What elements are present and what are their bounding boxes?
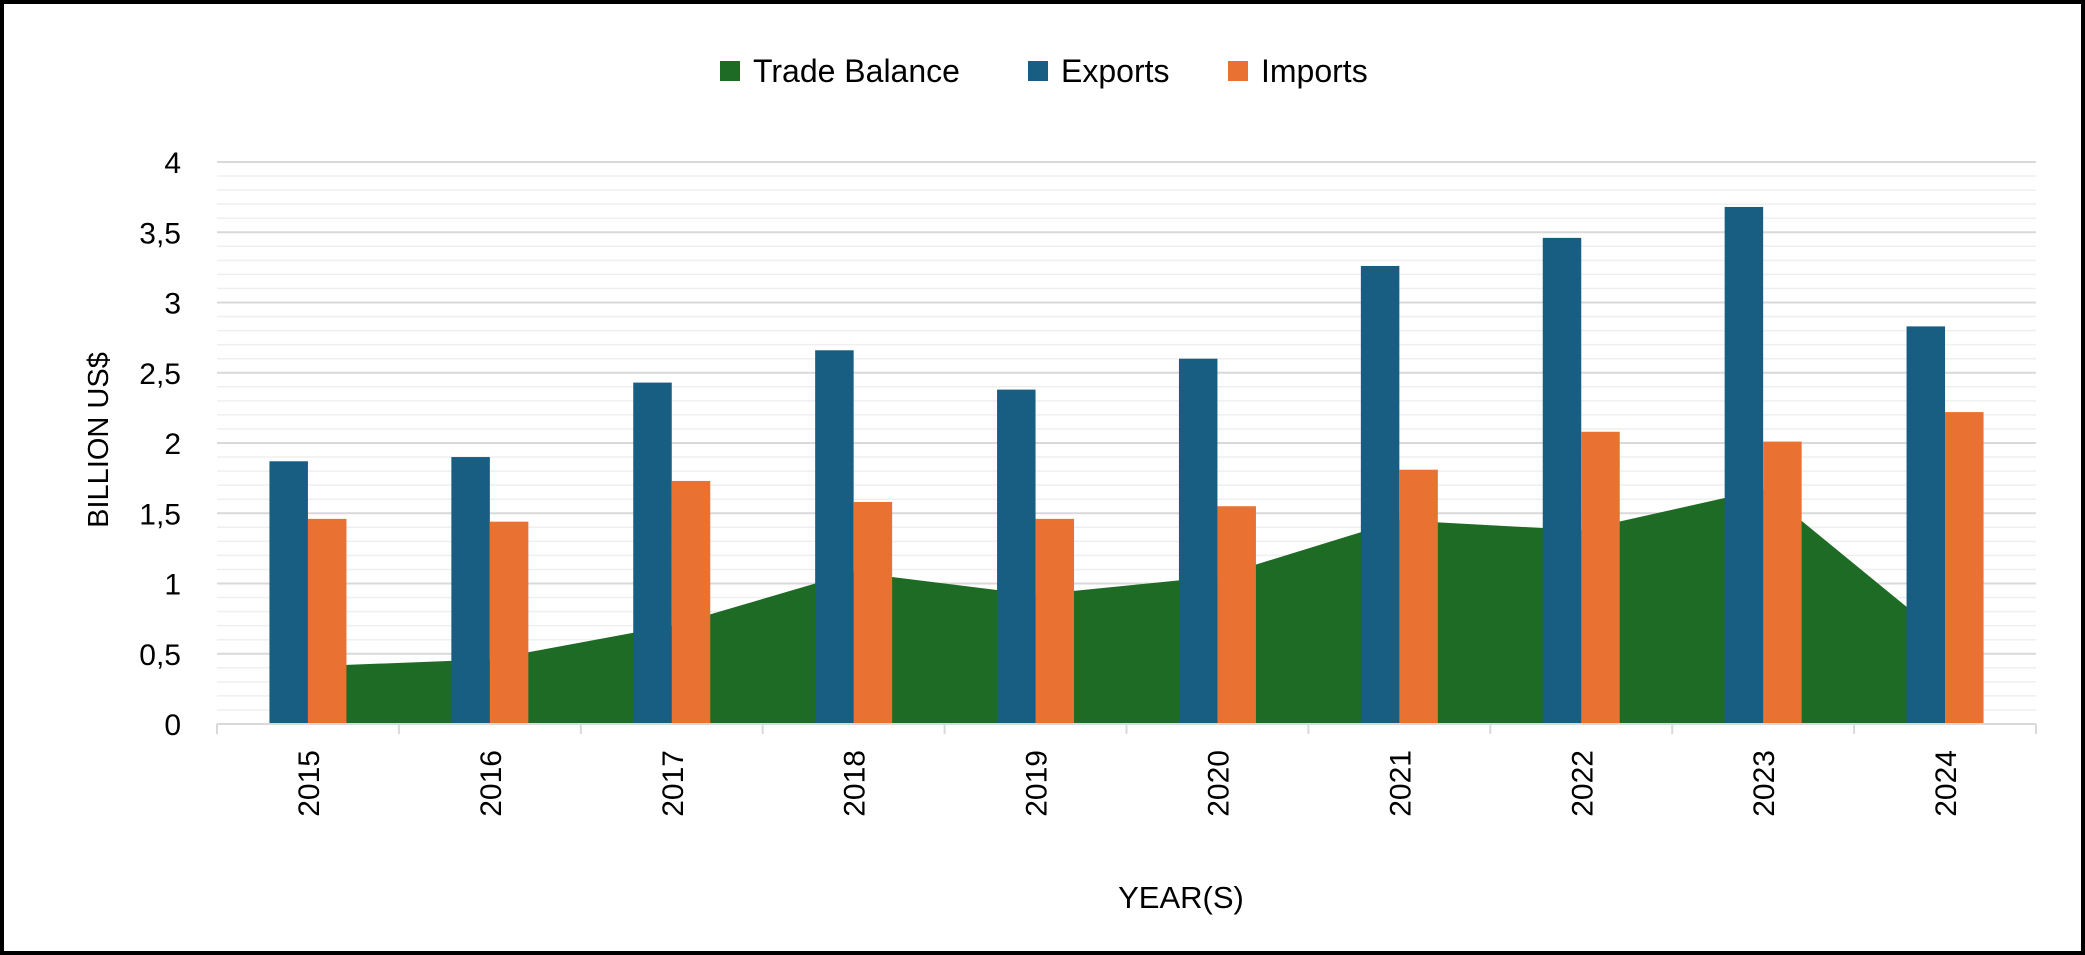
y-tick-label: 3 — [164, 288, 181, 321]
y-axis-title: BILLION US$ — [83, 352, 115, 528]
y-tick-label: 1,5 — [139, 498, 181, 531]
legend-swatch-trade-balance — [720, 61, 740, 81]
x-tick-label: 2016 — [475, 750, 508, 817]
trade-chart: 0 0,5 1 1,5 2 2,5 3 3,5 4 2015 2016 2017 2018 2019 202… — [83, 53, 2037, 915]
y-tick-label: 0 — [164, 709, 181, 742]
trade-balance-area — [307, 489, 1946, 724]
legend-swatch-exports — [1028, 61, 1048, 81]
exports-bar — [1178, 358, 1218, 724]
y-tick-label: 3,5 — [139, 217, 181, 250]
legend-label-exports: Exports — [1061, 53, 1169, 89]
imports-bar — [307, 518, 347, 724]
imports-bar — [1763, 441, 1802, 724]
y-tick-label: 4 — [164, 147, 181, 180]
x-tick-label: 2021 — [1384, 750, 1417, 817]
exports-bar — [997, 389, 1036, 724]
exports-bar — [451, 457, 490, 724]
x-tick-label: 2019 — [1021, 750, 1054, 817]
x-tick-label: 2024 — [1930, 750, 1963, 817]
exports-bar — [1542, 237, 1582, 724]
imports-bar — [1399, 469, 1438, 724]
imports-bar — [853, 502, 893, 724]
exports-bar — [633, 382, 672, 724]
exports-bar — [269, 461, 308, 724]
exports-bar — [815, 350, 854, 724]
y-tick-label: 2 — [164, 428, 181, 461]
imports-bar — [1945, 412, 1984, 724]
legend-swatch-imports — [1228, 61, 1248, 81]
legend-label-imports: Imports — [1261, 53, 1368, 89]
exports-bar — [1724, 206, 1764, 724]
imports-bar — [671, 480, 711, 724]
imports-bar — [489, 521, 529, 724]
y-tick-label: 2,5 — [139, 358, 181, 391]
imports-bar — [1217, 506, 1256, 724]
legend-label-trade-balance: Trade Balance — [753, 53, 960, 89]
x-tick-label: 2020 — [1202, 750, 1235, 817]
x-tick-label: 2023 — [1748, 750, 1781, 817]
exports-bar — [1360, 265, 1400, 724]
exports-bar — [1906, 326, 1946, 724]
y-tick-label: 1 — [164, 569, 181, 602]
imports-bar — [1035, 518, 1075, 724]
imports-bar — [1581, 431, 1620, 724]
x-tick-label: 2015 — [293, 750, 326, 817]
x-tick-label: 2022 — [1566, 750, 1599, 817]
x-tick-label: 2017 — [657, 750, 690, 817]
x-axis-title: YEAR(S) — [1118, 880, 1244, 915]
x-tick-label: 2018 — [839, 750, 872, 817]
y-tick-label: 0,5 — [139, 639, 181, 672]
